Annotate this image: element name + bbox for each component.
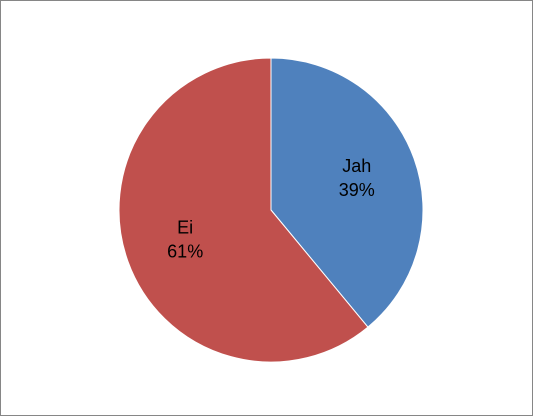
slice-category-label: Jah: [342, 156, 371, 176]
pie-slice: [270, 57, 424, 328]
pie-slice: [118, 57, 369, 363]
slice-value-label: 39%: [339, 180, 375, 200]
slice-category-label: Ei: [177, 218, 193, 238]
slice-value-label: 61%: [167, 242, 203, 262]
